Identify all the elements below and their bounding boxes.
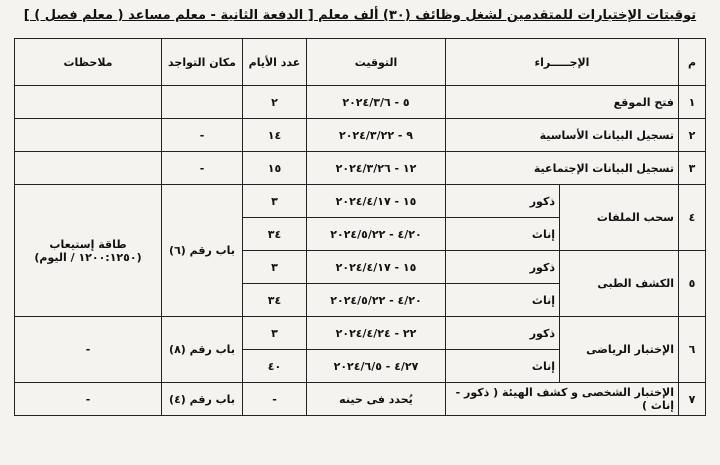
cell: إناث: [445, 349, 560, 383]
row: ٢ تسجيل البيانات الأساسية ٩ - ٢٠٢٤/٣/٢٢ …: [14, 118, 706, 152]
cell: ٤/٢٠ - ٢٠٢٤/٥/٢٢: [306, 283, 446, 317]
row: إناث ٤/٢٧ - ٢٠٢٤/٦/٥ ٤٠: [15, 349, 706, 383]
cell: -: [161, 151, 243, 185]
cell: ٥: [678, 250, 706, 317]
cell: ٤/٢٧ - ٢٠٢٤/٦/٥: [306, 349, 446, 383]
cell: -: [242, 382, 307, 416]
row: ٧ الإختبار الشخصى و كشف الهيئة ( ذكور - …: [14, 382, 706, 416]
cell: ٣: [242, 184, 307, 218]
cell: [14, 118, 162, 152]
cell: ذكور: [445, 316, 560, 350]
cell: ٣: [242, 250, 307, 284]
cell: ٢: [242, 85, 307, 119]
header-row: م الإجـــــراء التوقيت عدد الأيام مكان ا…: [14, 38, 706, 86]
cell: ٣: [678, 151, 706, 185]
cell: سحب الملفات: [559, 184, 679, 251]
cell: -: [14, 382, 162, 416]
note-line: (١٢٠٠:١٢٥٠ / اليوم): [34, 250, 142, 264]
cell: ٣: [242, 316, 307, 350]
cell: ١٥ - ٢٠٢٤/٤/١٧: [306, 250, 446, 284]
cell: الإختبار الرياضى: [559, 316, 679, 383]
cell: ٢٢ - ٢٠٢٤/٤/٢٤: [306, 316, 446, 350]
cell: ٢: [678, 118, 706, 152]
header: عدد الأيام: [242, 38, 307, 86]
row: ٦ الإختبار الرياضى ذكور ٢٢ - ٢٠٢٤/٤/٢٤ ٣…: [14, 316, 706, 383]
cell: [14, 85, 162, 119]
cell: ذكور: [445, 184, 560, 218]
schedule-table: م الإجـــــراء التوقيت عدد الأيام مكان ا…: [14, 38, 706, 416]
cell: [14, 151, 162, 185]
cell: ٤/٢٠ - ٢٠٢٤/٥/٢٢: [306, 217, 446, 251]
cell: ٤٠: [242, 349, 307, 383]
cell: -: [14, 316, 162, 383]
cell: -: [161, 118, 243, 152]
cell: الإختبار الشخصى و كشف الهيئة ( ذكور - إن…: [445, 382, 679, 416]
cell: إناث: [445, 217, 560, 251]
cell: الكشف الطبى: [559, 250, 679, 317]
cell: ٣٤: [242, 217, 307, 251]
row: ٣ تسجيل البيانات الإجتماعية ١٢ - ٢٠٢٤/٣/…: [14, 151, 706, 185]
cell: ٧: [678, 382, 706, 416]
cell: ٦: [678, 316, 706, 383]
cell: طاقة إستيعاب (١٢٠٠:١٢٥٠ / اليوم): [14, 184, 162, 317]
cell: ١٤: [242, 118, 307, 152]
row: ٤ سحب الملفات ذكور ١٥ - ٢٠٢٤/٤/١٧ ٣ باب …: [14, 184, 706, 317]
note-line: طاقة إستيعاب: [49, 237, 127, 251]
row: إناث ٤/٢٠ - ٢٠٢٤/٥/٢٢ ٣٤: [15, 283, 706, 317]
cell: باب رقم (٨): [161, 316, 243, 383]
cell: ٩ - ٢٠٢٤/٣/٢٢: [306, 118, 446, 152]
header: مكان التواجد: [161, 38, 243, 86]
row: ١ فتح الموقع ٥ - ٢٠٢٤/٣/٦ ٢: [14, 85, 706, 119]
cell: فتح الموقع: [445, 85, 679, 119]
header: ملاحظات: [14, 38, 162, 86]
header: التوقيت: [306, 38, 446, 86]
title: توقيتات الإختبارات للمتقدمين لشغل وظائف …: [23, 8, 697, 23]
cell: ٤: [678, 184, 706, 251]
cell: ذكور: [445, 250, 560, 284]
cell: ١٥ - ٢٠٢٤/٤/١٧: [306, 184, 446, 218]
cell: يُحدد فى حينه: [306, 382, 446, 416]
cell: ١٢ - ٢٠٢٤/٣/٢٦: [306, 151, 446, 185]
cell: ٥ - ٢٠٢٤/٣/٦: [306, 85, 446, 119]
header: الإجـــــراء: [445, 38, 679, 86]
row: إناث ٤/٢٠ - ٢٠٢٤/٥/٢٢ ٣٤: [15, 217, 706, 251]
cell: باب رقم (٤): [161, 382, 243, 416]
cell: باب رقم (٦): [161, 184, 243, 317]
cell: ١٥: [242, 151, 307, 185]
cell: تسجيل البيانات الإجتماعية: [445, 151, 679, 185]
cell: تسجيل البيانات الأساسية: [445, 118, 679, 152]
cell: إناث: [445, 283, 560, 317]
cell: ١: [678, 85, 706, 119]
header: م: [678, 38, 706, 86]
cell: [161, 85, 243, 119]
cell: ٣٤: [242, 283, 307, 317]
